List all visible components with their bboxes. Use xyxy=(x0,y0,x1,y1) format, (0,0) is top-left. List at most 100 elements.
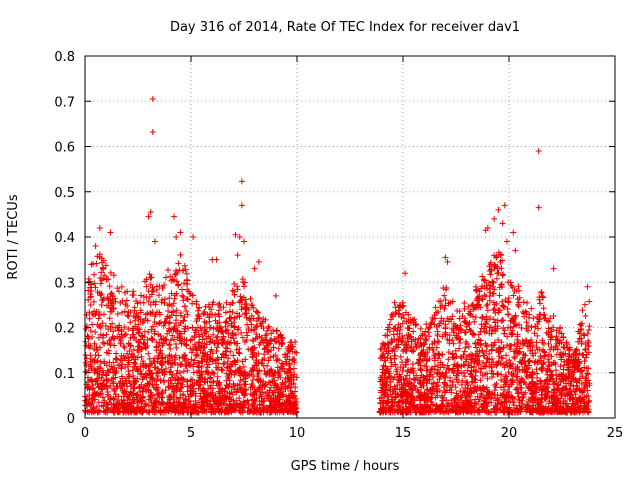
data-point xyxy=(214,333,221,340)
data-point xyxy=(173,395,180,402)
data-point xyxy=(462,373,469,380)
data-point xyxy=(579,307,586,314)
data-point xyxy=(229,309,236,316)
data-point xyxy=(242,386,249,393)
data-point xyxy=(273,328,280,335)
data-point xyxy=(236,345,243,352)
data-point xyxy=(187,377,194,384)
data-point xyxy=(96,224,103,231)
data-point xyxy=(240,283,247,290)
data-point xyxy=(147,274,154,281)
x-tick-label: 0 xyxy=(81,426,89,441)
data-point xyxy=(130,353,137,360)
data-point xyxy=(222,319,229,326)
data-point xyxy=(534,332,541,339)
data-point xyxy=(162,274,169,281)
data-point xyxy=(131,378,138,385)
data-point xyxy=(189,376,196,383)
data-point xyxy=(97,324,104,331)
data-point xyxy=(193,318,200,325)
data-point xyxy=(198,327,205,334)
data-point xyxy=(162,319,169,326)
data-point xyxy=(130,288,137,295)
x-tick-label: 15 xyxy=(395,426,412,441)
data-point xyxy=(249,353,256,360)
data-point xyxy=(216,319,223,326)
data-point xyxy=(156,339,163,346)
data-point xyxy=(290,357,297,364)
data-point xyxy=(213,364,220,371)
data-point xyxy=(231,339,238,346)
data-point xyxy=(99,297,106,304)
data-point xyxy=(500,271,507,278)
data-point xyxy=(194,307,201,314)
data-point xyxy=(258,320,265,327)
data-point xyxy=(195,399,202,406)
data-point xyxy=(104,409,111,416)
data-point xyxy=(263,371,270,378)
data-point xyxy=(242,296,249,303)
data-point xyxy=(216,300,223,307)
data-point xyxy=(175,380,182,387)
data-point xyxy=(110,380,117,387)
x-axis-label: GPS time / hours xyxy=(291,459,400,474)
data-point xyxy=(290,365,297,372)
data-point xyxy=(201,324,208,331)
data-point xyxy=(116,288,123,295)
data-point xyxy=(161,281,168,288)
data-point xyxy=(582,312,589,319)
data-point xyxy=(267,354,274,361)
data-point xyxy=(273,357,280,364)
data-point xyxy=(195,409,202,416)
data-point xyxy=(268,337,275,344)
data-point xyxy=(138,353,145,360)
data-point xyxy=(242,378,249,385)
data-point xyxy=(278,334,285,341)
data-point xyxy=(123,297,130,304)
data-point xyxy=(434,338,441,345)
data-point xyxy=(115,327,122,334)
data-point xyxy=(173,312,180,319)
data-point xyxy=(218,408,225,415)
data-point xyxy=(264,327,271,334)
data-point xyxy=(142,344,149,351)
data-point xyxy=(149,309,156,316)
data-point xyxy=(456,336,463,343)
data-point xyxy=(181,314,188,321)
data-point xyxy=(494,270,501,277)
x-tick-labels: 0 5 10 15 20 25 xyxy=(81,426,623,441)
data-point xyxy=(83,369,90,376)
data-point xyxy=(167,368,174,375)
data-point xyxy=(103,331,110,338)
data-point xyxy=(519,309,526,316)
data-point xyxy=(184,388,191,395)
data-point xyxy=(88,408,95,415)
data-point xyxy=(259,357,266,363)
data-point xyxy=(560,366,567,373)
data-point xyxy=(164,330,171,337)
data-point xyxy=(199,336,206,343)
data-point xyxy=(471,331,478,338)
data-point xyxy=(114,311,121,318)
data-point xyxy=(88,365,95,372)
data-point xyxy=(284,374,291,381)
data-point xyxy=(192,344,199,351)
data-point xyxy=(184,311,191,318)
data-point xyxy=(161,337,168,344)
data-point xyxy=(241,390,248,397)
data-point xyxy=(250,304,257,311)
data-point xyxy=(249,302,256,309)
data-point xyxy=(199,401,206,408)
data-point xyxy=(187,345,194,352)
data-point xyxy=(246,315,253,322)
data-point xyxy=(126,347,133,354)
data-point xyxy=(183,341,190,348)
data-point xyxy=(103,302,110,309)
data-point xyxy=(210,370,217,377)
data-point xyxy=(114,333,121,340)
data-point xyxy=(442,324,449,331)
data-point xyxy=(114,383,121,390)
data-point xyxy=(110,272,117,279)
data-point xyxy=(293,399,300,406)
data-point xyxy=(584,283,591,290)
